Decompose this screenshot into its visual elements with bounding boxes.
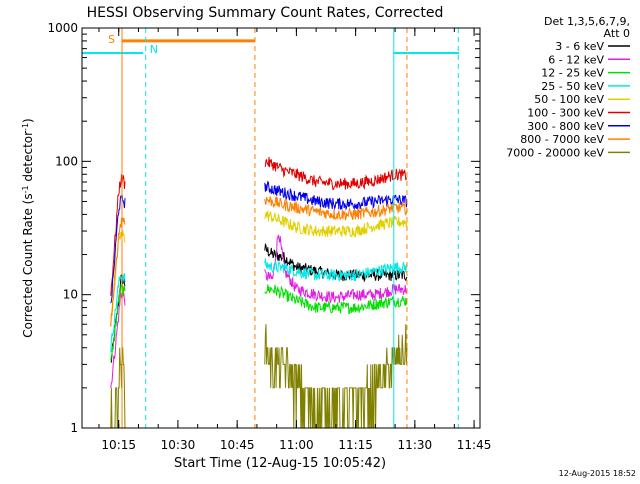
legend-entry-label: 7000 - 20000 keV [506,146,604,159]
legend-entry-label: 800 - 7000 keV [520,133,604,146]
x-tick-label: 11:45 [457,438,492,452]
series-trace [110,194,126,304]
legend-header: Det 1,3,5,6,7,9, [544,15,630,28]
footer-timestamp: 12-Aug-2015 18:52 [559,469,636,478]
legend-entry-label: 3 - 6 keV [555,40,604,53]
series-trace [110,174,126,296]
y-tick-label: 10 [63,288,78,302]
legend-entry-label: 50 - 100 keV [534,93,604,106]
legend-entry-label: 25 - 50 keV [541,80,604,93]
legend-entry-label: 100 - 300 keV [527,107,604,120]
series-trace [110,347,126,429]
x-tick-label: 11:00 [279,438,314,452]
orbit-markers-layer: SN [81,28,459,428]
legend-entry-label: 12 - 25 keV [541,67,604,80]
series-trace [264,258,408,282]
legend-entry-label: 300 - 800 keV [527,120,604,133]
series-trace [110,283,126,361]
series-trace [110,217,126,327]
series-trace [264,284,408,315]
y-tick-label: 100 [55,154,78,168]
series-trace [264,324,408,429]
x-axis-label: Start Time (12-Aug-15 10:05:42) [174,456,386,471]
night-label: N [150,43,158,56]
x-tick-label: 10:15 [101,438,136,452]
x-tick-label: 11:15 [338,438,373,452]
y-tick-label: 1 [70,421,78,435]
y-axis-label: Corrected Count Rate (s-1 detector-1) [21,118,36,337]
plot-frame [81,27,481,429]
x-tick-label: 10:30 [161,438,196,452]
y-tick-label: 1000 [47,21,78,35]
chart-title: HESSI Observing Summary Count Rates, Cor… [87,5,444,21]
series-trace [264,156,408,191]
series-trace [110,273,126,353]
series-trace [264,180,408,211]
saa-label: S [108,33,115,46]
series-trace [264,196,408,221]
series-trace [264,210,408,238]
axes-layer: 1 10 100 1000 10:15 10:30 10:45 11:00 11:15 11:30… [47,21,491,452]
series-trace [264,234,408,304]
x-tick-label: 11:30 [398,438,433,452]
traces-layer [110,156,408,429]
legend-entry-label: 6 - 12 keV [548,53,604,66]
x-tick-label: 10:45 [220,438,255,452]
legend-header: Att 0 [604,27,630,40]
